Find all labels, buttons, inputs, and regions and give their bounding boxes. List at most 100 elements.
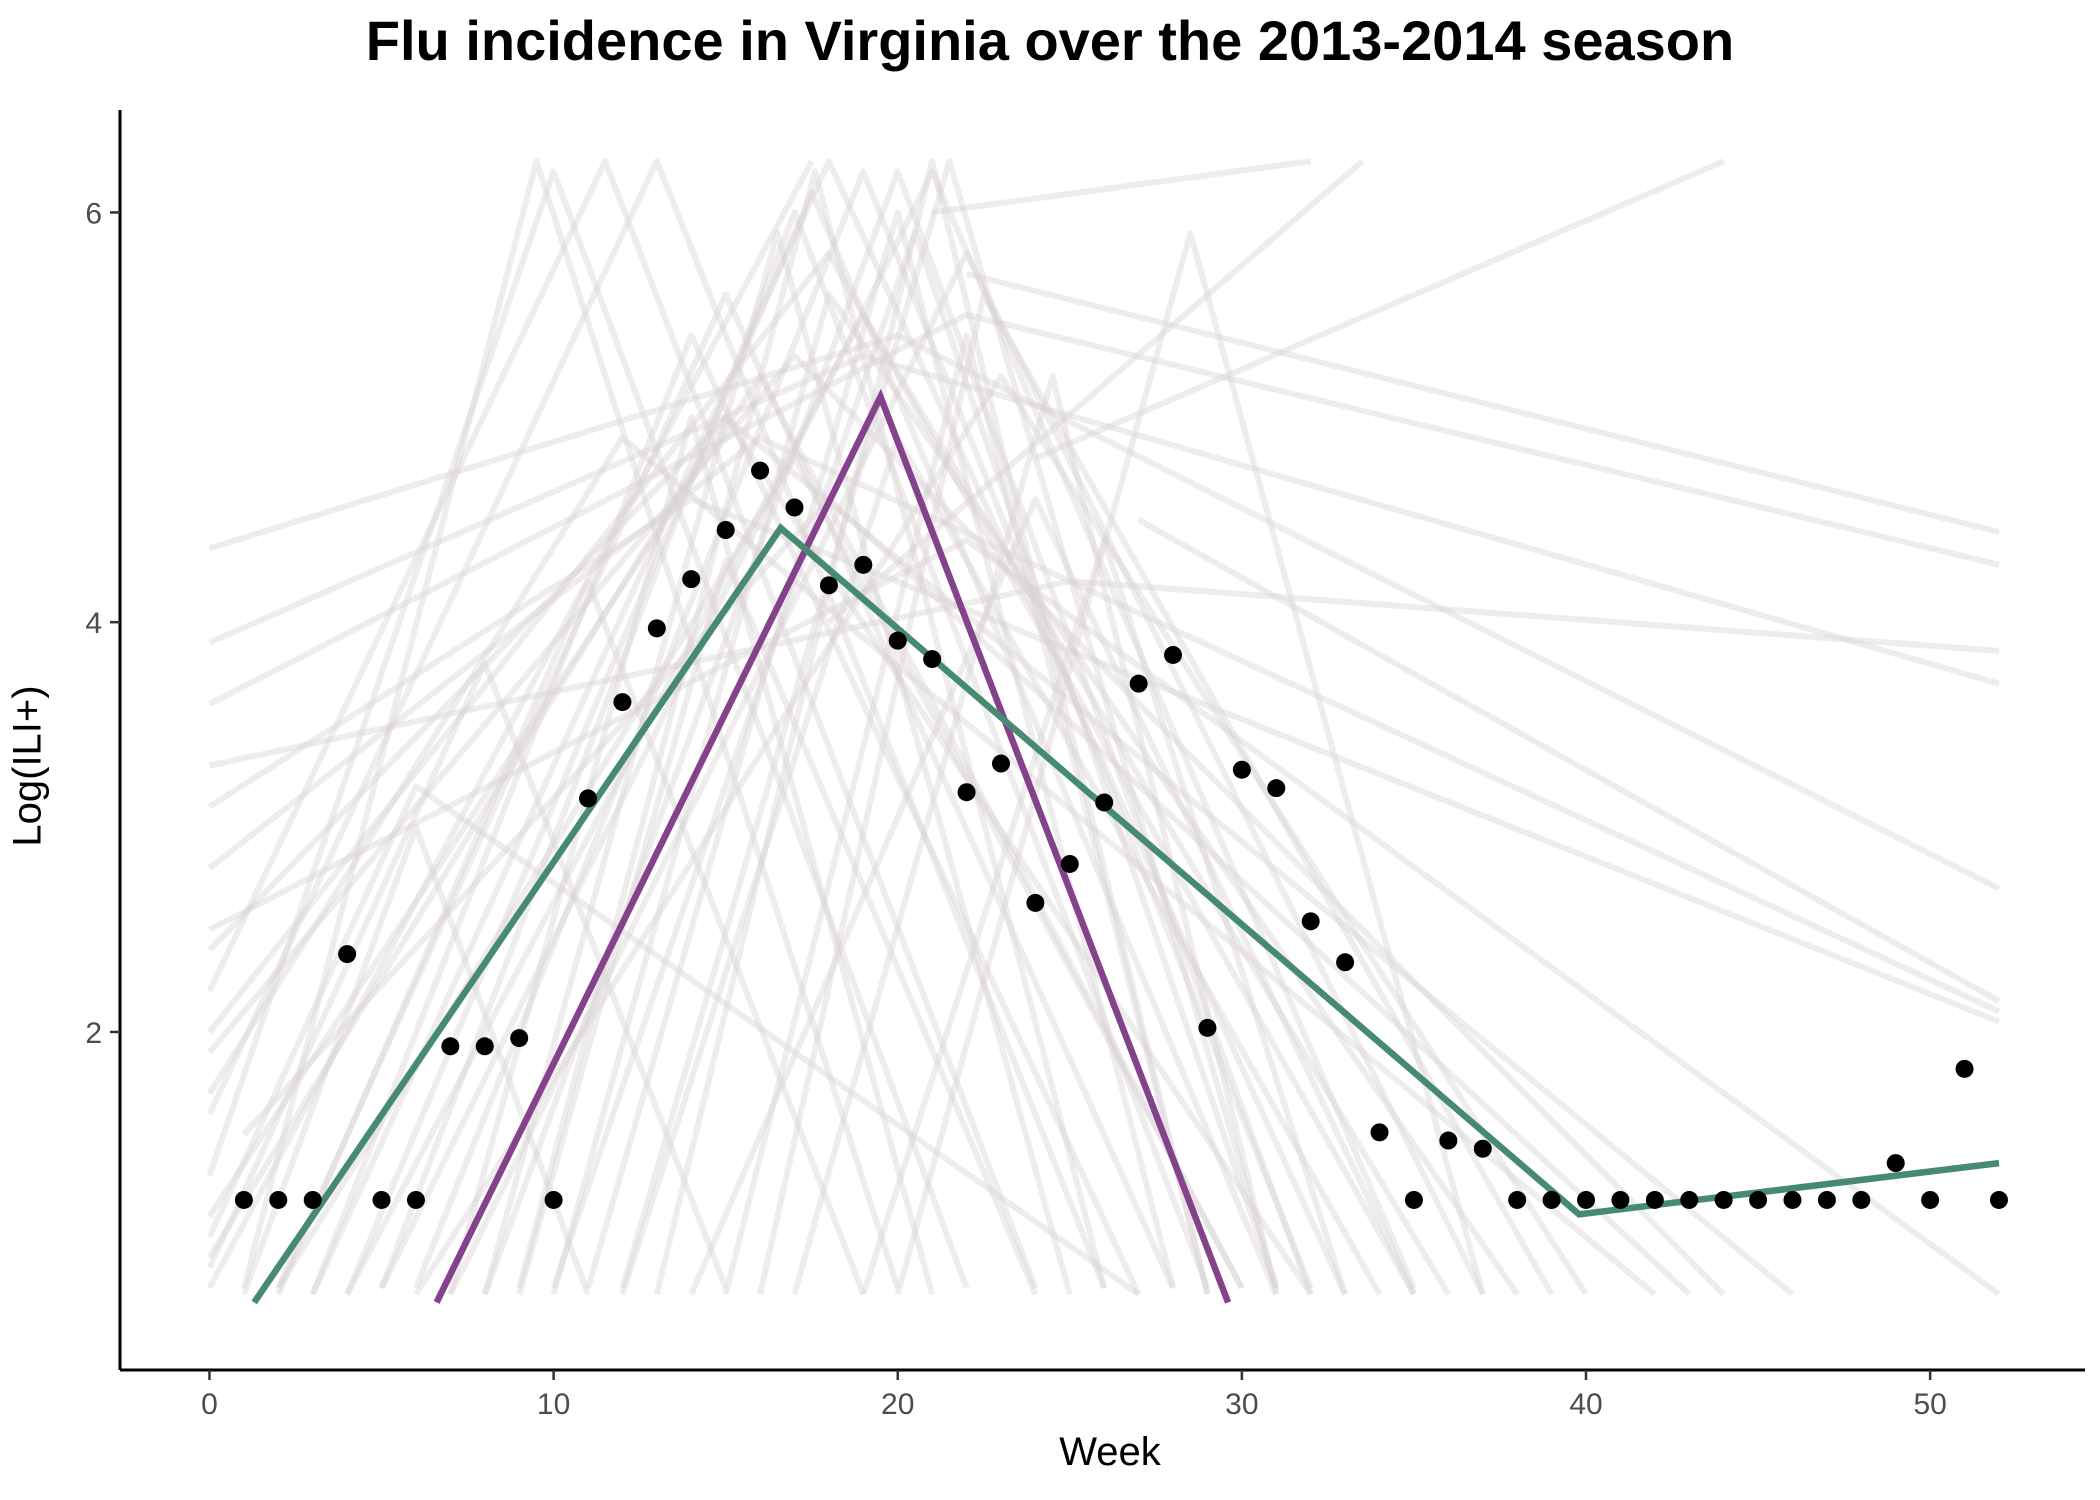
data-point	[579, 789, 598, 808]
background-curve	[1034, 158, 1725, 462]
x-axis-label: Week	[1059, 1430, 1161, 1474]
background-curve	[722, 332, 1211, 1295]
background-curve	[826, 158, 1365, 625]
background-curve	[206, 434, 1657, 1297]
background-curve	[860, 537, 1348, 1296]
background-curve	[207, 414, 1795, 1297]
data-point	[1232, 760, 1251, 779]
background-curve	[208, 311, 2000, 707]
data-point	[544, 1190, 563, 1209]
data-point	[1439, 1131, 1458, 1150]
y-axis-label: Log(ILI+)	[5, 685, 50, 847]
x-tick-label: 10	[537, 1388, 570, 1421]
background-curve	[894, 229, 1486, 1295]
background-curve	[206, 159, 815, 1290]
background-curve	[585, 209, 1176, 1289]
data-point	[1095, 793, 1114, 812]
data-point	[1336, 953, 1355, 972]
data-point	[1404, 1190, 1423, 1209]
data-point	[1783, 1190, 1802, 1209]
data-point	[1645, 1190, 1664, 1209]
background-curve	[378, 209, 1211, 1290]
background-curve	[791, 373, 1280, 1296]
data-point	[1370, 1123, 1389, 1142]
data-point	[1749, 1190, 1768, 1209]
background-curve	[206, 660, 729, 1290]
y-tick-label: 4	[85, 607, 102, 640]
data-point	[888, 631, 907, 650]
background-curve	[447, 250, 1486, 1296]
data-point	[1852, 1190, 1871, 1209]
fit-line-green	[251, 523, 2000, 1305]
x-tick-label: 30	[1225, 1388, 1258, 1421]
data-point	[751, 461, 770, 480]
background-curve	[241, 824, 591, 1296]
data-point	[1989, 1190, 2008, 1209]
background-curve	[550, 229, 1280, 1289]
background-curve	[619, 158, 1280, 1289]
data-point	[269, 1190, 288, 1209]
background-curve	[207, 250, 1417, 1296]
background-curve	[344, 311, 1451, 1296]
data-point	[1817, 1190, 1836, 1209]
background-curve	[206, 168, 970, 1290]
background-curve	[447, 414, 936, 1295]
data-point	[1301, 912, 1320, 931]
background-curve	[206, 158, 1107, 1290]
data-point	[613, 693, 632, 712]
fit-line-purple	[433, 388, 1232, 1304]
background-curve	[516, 557, 1039, 1296]
x-tick-label: 20	[881, 1388, 914, 1421]
background-curve	[413, 373, 1589, 1296]
background-curve	[413, 168, 1314, 1290]
data-point	[1886, 1154, 1905, 1173]
data-point	[785, 498, 804, 517]
data-point	[1955, 1059, 1974, 1078]
background-curve	[206, 373, 1245, 1290]
background-curve	[688, 496, 1417, 1296]
background-curve	[275, 291, 1176, 1290]
data-point	[406, 1190, 425, 1209]
background-curve	[516, 168, 1108, 1289]
data-point	[854, 555, 873, 574]
data-point	[372, 1190, 391, 1209]
data-point	[1921, 1190, 1940, 1209]
background-curve	[208, 352, 2000, 687]
data-point	[819, 576, 838, 595]
data-point	[510, 1029, 529, 1048]
background-curve	[1137, 517, 2001, 1004]
chart-title: Flu incidence in Virginia over the 2013-…	[365, 9, 1735, 72]
background-curve	[931, 158, 1312, 216]
data-point	[1577, 1190, 1596, 1209]
data-point	[1060, 854, 1079, 873]
background-curve	[208, 537, 2001, 1297]
background-curves	[206, 158, 2001, 1297]
data-point	[1508, 1190, 1527, 1209]
data-point	[475, 1037, 494, 1056]
data-point	[441, 1037, 460, 1056]
data-point	[647, 619, 666, 638]
background-curve	[481, 229, 1073, 1295]
data-point	[1267, 779, 1286, 798]
observed-points	[234, 461, 2008, 1209]
background-curve	[207, 434, 2001, 1015]
background-curve	[208, 578, 2000, 769]
background-curve	[208, 332, 2001, 892]
background-curve	[757, 291, 1555, 1296]
background-curve	[206, 158, 1039, 1290]
data-point	[1026, 893, 1045, 912]
background-curve	[653, 158, 1211, 1295]
data-point	[1680, 1190, 1699, 1209]
background-curve	[275, 578, 867, 1296]
x-tick-label: 40	[1569, 1388, 1602, 1421]
background-curve	[965, 270, 2000, 535]
data-point	[682, 570, 701, 589]
data-point	[338, 945, 357, 964]
y-tick-label: 2	[85, 1017, 102, 1050]
data-point	[1129, 674, 1148, 693]
data-point	[957, 783, 976, 802]
background-curve	[344, 189, 1280, 1296]
background-curve	[309, 332, 1142, 1296]
data-point	[303, 1190, 322, 1209]
